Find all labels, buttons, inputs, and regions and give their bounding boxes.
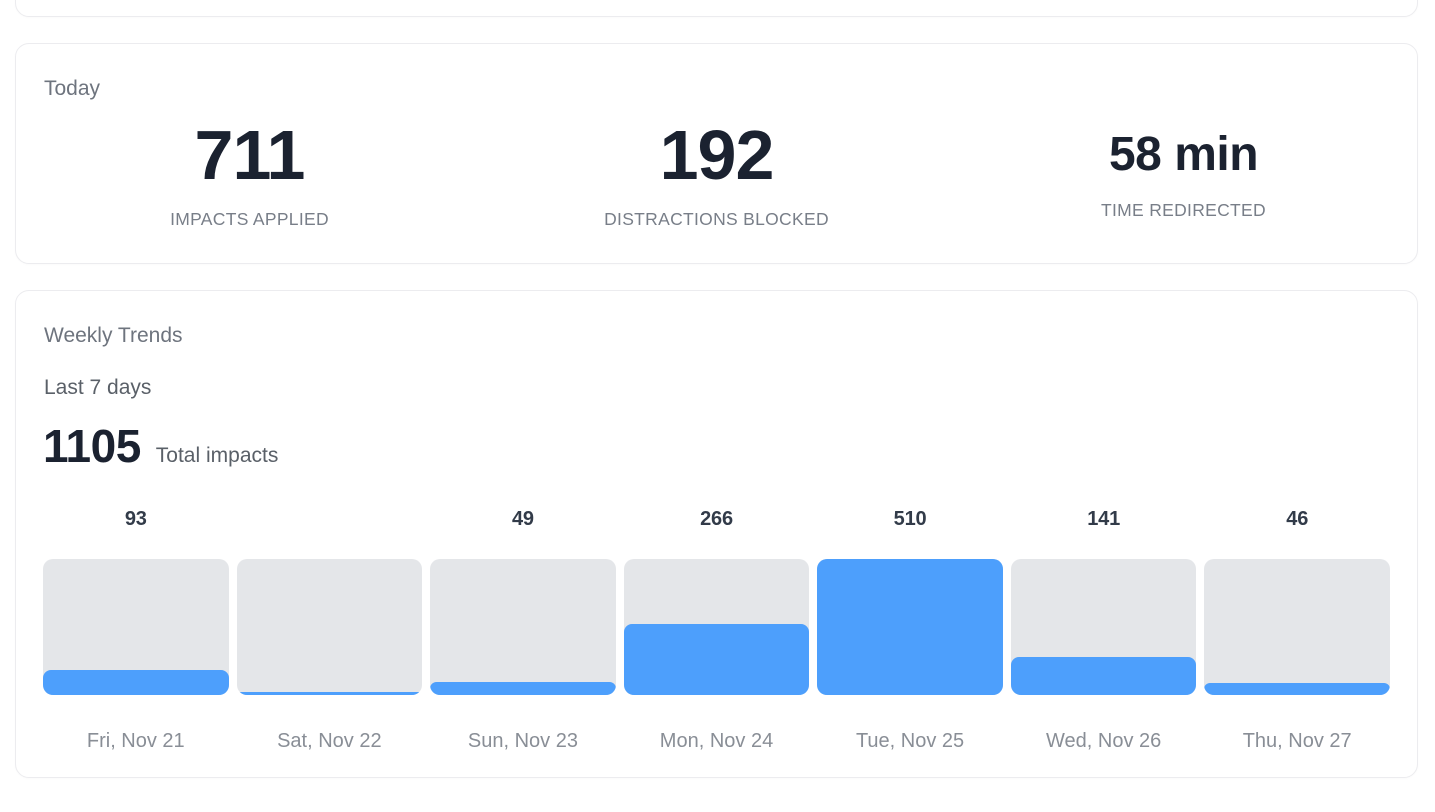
bar-date-label: Mon, Nov 24 (659, 730, 774, 752)
bar-track (430, 559, 616, 695)
bar-column: 141 Wed, Nov 26 (1010, 508, 1197, 753)
weekly-total-value: 1105 (43, 420, 141, 472)
time-redirected-value: 58 min (1108, 127, 1259, 181)
distractions-blocked-label: DISTRACTIONS BLOCKED (604, 209, 829, 229)
weekly-total-row: 1105 Total impacts (43, 423, 1417, 469)
stat-time-redirected: 58 min TIME REDIRECTED (950, 127, 1417, 221)
weekly-trends-subtitle: Last 7 days (44, 376, 152, 399)
previous-card-bottom-edge (15, 0, 1418, 17)
bar-date-label: Sun, Nov 23 (467, 730, 578, 752)
impacts-applied-value: 711 (194, 116, 306, 194)
bar-track (623, 559, 810, 695)
bar-fill (623, 624, 810, 695)
bar-fill (236, 692, 423, 695)
bar-fill (1010, 657, 1197, 695)
stat-impacts-applied: 711 IMPACTS APPLIED (16, 116, 483, 229)
distractions-blocked-value: 192 (659, 116, 775, 194)
time-redirected-label: TIME REDIRECTED (1101, 200, 1266, 221)
bar-column: 93 Fri, Nov 21 (43, 509, 229, 753)
bar-track (236, 559, 423, 695)
weekly-bar-chart: 93 Fri, Nov 21 Sat, Nov 22 49 Sun, Nov 23 266… (43, 509, 1390, 753)
bar-date-label: Fri, Nov 21 (86, 730, 185, 752)
bar-track (817, 559, 1003, 695)
bar-track (1010, 559, 1197, 695)
bar-fill (817, 559, 1003, 695)
weekly-trends-title: Weekly Trends (44, 324, 183, 347)
bar-value-label: 141 (1087, 508, 1121, 530)
weekly-trends-card: Weekly Trends Last 7 days 1105 Total imp… (15, 290, 1418, 778)
impacts-applied-label: IMPACTS APPLIED (170, 209, 329, 229)
bar-fill (430, 682, 616, 695)
bar-fill (1204, 683, 1390, 695)
today-card-title: Today (44, 77, 101, 100)
bar-value-label: 93 (124, 508, 147, 530)
today-stats-row: 711 IMPACTS APPLIED 192 DISTRACTIONS BLO… (16, 116, 1417, 229)
bar-date-label: Sat, Nov 22 (277, 730, 382, 752)
stat-distractions-blocked: 192 DISTRACTIONS BLOCKED (483, 116, 950, 229)
bar-fill (43, 670, 229, 695)
bar-value-label (237, 509, 423, 529)
today-card: Today 711 IMPACTS APPLIED 192 DISTRACTIO… (15, 43, 1418, 264)
bar-track (1204, 559, 1390, 695)
bar-column: 49 Sun, Nov 23 (430, 509, 616, 753)
bar-column: 510 Tue, Nov 25 (817, 509, 1003, 753)
bar-track (43, 559, 229, 695)
bar-date-label: Thu, Nov 27 (1242, 730, 1352, 752)
bar-value-label: 49 (511, 508, 534, 530)
bar-value-label: 266 (700, 508, 733, 530)
bar-date-label: Tue, Nov 25 (855, 730, 965, 752)
bar-column: 46 Thu, Nov 27 (1204, 509, 1390, 753)
bar-value-label: 510 (893, 508, 927, 530)
bar-value-label: 46 (1286, 508, 1309, 530)
weekly-total-label: Total impacts (155, 444, 279, 467)
bar-column: 266 Mon, Nov 24 (623, 508, 810, 753)
bar-column: Sat, Nov 22 (236, 509, 423, 753)
bar-date-label: Wed, Nov 26 (1046, 730, 1162, 752)
